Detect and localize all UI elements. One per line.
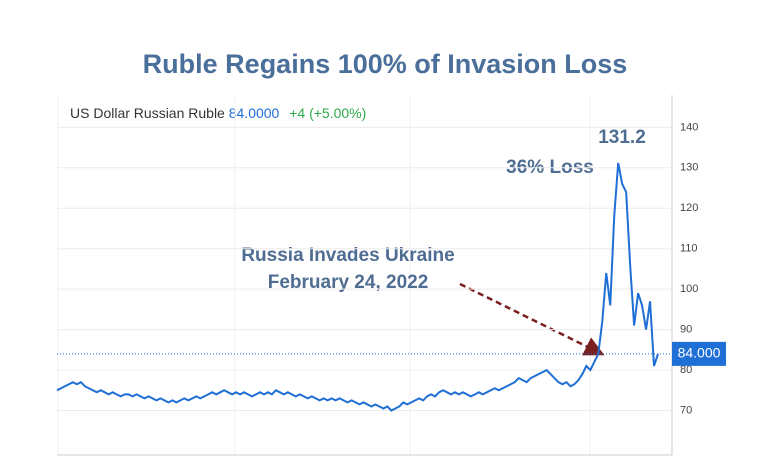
annotation: 131.2: [598, 127, 646, 148]
y-tick-label: 140: [680, 121, 698, 133]
vertical-grid: [57, 95, 591, 455]
annotation: Russia Invades Ukraine: [241, 245, 454, 266]
annotation: February 24, 2022: [268, 272, 429, 293]
header-value: 84.0000: [229, 105, 280, 121]
y-tick-label: 80: [680, 364, 692, 376]
y-tick-label: 130: [680, 162, 698, 174]
line: [56, 162, 659, 412]
y-tick-label: 70: [680, 404, 692, 416]
y-tick-label: 120: [680, 202, 698, 214]
legend: US Dollar Russian Ruble 84.0000 +4 (+5.0…: [70, 105, 366, 121]
last-value-tag: [672, 341, 726, 366]
last-value-label: 84.000: [678, 345, 721, 361]
chart-title: Ruble Regains 100% of Invasion Loss: [143, 49, 628, 79]
header-change: +4 (+5.00%): [289, 105, 366, 121]
y-tick-label: 110: [680, 243, 698, 255]
arrow: [459, 282, 605, 356]
y-tick-label: 90: [680, 324, 692, 336]
legend-name: US Dollar Russian Ruble: [70, 105, 225, 121]
y-tick-label: 100: [680, 283, 698, 295]
